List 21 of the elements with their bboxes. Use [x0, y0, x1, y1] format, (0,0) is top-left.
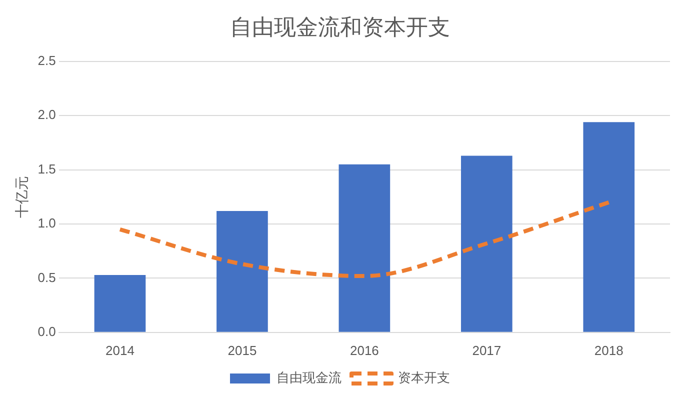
bar	[216, 210, 268, 332]
x-tick-label: 2015	[228, 342, 257, 358]
legend-label: 自由现金流	[276, 370, 342, 386]
bar	[94, 274, 146, 332]
y-tick-label: 2.0	[38, 107, 56, 122]
bar	[583, 122, 635, 332]
x-tick-label: 2016	[350, 342, 379, 358]
chart-title: 自由现金流和资本开支	[230, 14, 450, 40]
bar	[338, 164, 390, 332]
y-tick-label: 0.5	[38, 270, 56, 285]
y-tick-label: 1.0	[38, 216, 56, 231]
x-tick-label: 2017	[472, 342, 502, 358]
legend-label: 资本开支	[398, 370, 450, 386]
y-tick-label: 1.5	[38, 161, 56, 176]
x-tick-label: 2014	[106, 342, 134, 358]
bar	[460, 156, 512, 332]
line-series	[118, 200, 611, 278]
y-axis-title: 十亿元	[13, 176, 30, 218]
x-tick-label: 2018	[594, 342, 624, 358]
y-tick-label: 2.5	[38, 52, 56, 68]
y-tick-label: 0.0	[38, 324, 56, 339]
